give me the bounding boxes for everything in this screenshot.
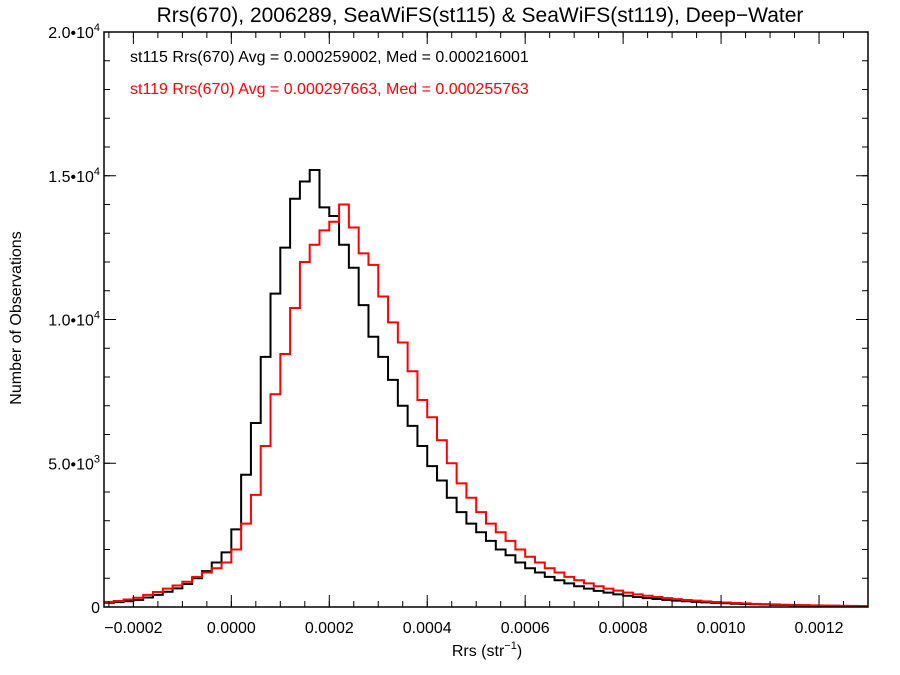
- y-axis-label: Number of Observations: [8, 231, 25, 404]
- y-tick-label: 1.0•104: [48, 310, 100, 330]
- x-tick-label: 0.0000: [207, 620, 256, 637]
- y-tick-label: 0: [91, 600, 100, 617]
- x-tick-label: −0.0002: [104, 620, 162, 637]
- y-tick-label: 1.5•104: [48, 166, 100, 186]
- x-tick-label: 0.0006: [501, 620, 550, 637]
- x-tick-label: 0.0010: [697, 620, 746, 637]
- annotation-st119: st119 Rrs(670) Avg = 0.000297663, Med = …: [130, 81, 529, 98]
- x-tick-label: 0.0004: [403, 620, 452, 637]
- histogram-line-st119: [104, 203, 868, 608]
- histogram-line-st115: [104, 169, 868, 608]
- annotation-st115: st115 Rrs(670) Avg = 0.000259002, Med = …: [130, 49, 529, 66]
- x-tick-label: 0.0002: [305, 620, 354, 637]
- x-tick-label: 0.0008: [599, 620, 648, 637]
- y-tick-label: 2.0•104: [48, 22, 100, 42]
- x-tick-label: 0.0012: [795, 620, 844, 637]
- x-axis-label: Rrs (str−1): [452, 640, 522, 660]
- chart-title: Rrs(670), 2006289, SeaWiFS(st115) & SeaW…: [157, 4, 804, 27]
- y-tick-label: 5.0•103: [48, 453, 100, 473]
